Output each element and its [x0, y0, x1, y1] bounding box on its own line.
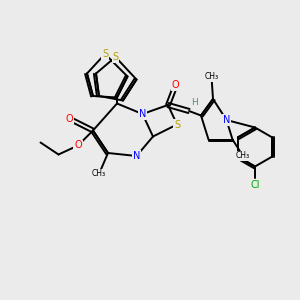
- Text: S: S: [112, 52, 118, 62]
- Text: CH₃: CH₃: [236, 152, 250, 160]
- Text: N: N: [133, 151, 140, 161]
- Text: H: H: [192, 98, 198, 107]
- Text: Cl: Cl: [250, 180, 260, 190]
- Text: N: N: [139, 109, 146, 119]
- Text: O: O: [65, 113, 73, 124]
- Text: S: S: [174, 119, 180, 130]
- Text: CH₃: CH₃: [204, 72, 219, 81]
- Text: CH₃: CH₃: [92, 169, 106, 178]
- Text: O: O: [74, 140, 82, 151]
- Text: N: N: [223, 115, 230, 125]
- Text: S: S: [102, 49, 108, 59]
- Text: O: O: [172, 80, 179, 91]
